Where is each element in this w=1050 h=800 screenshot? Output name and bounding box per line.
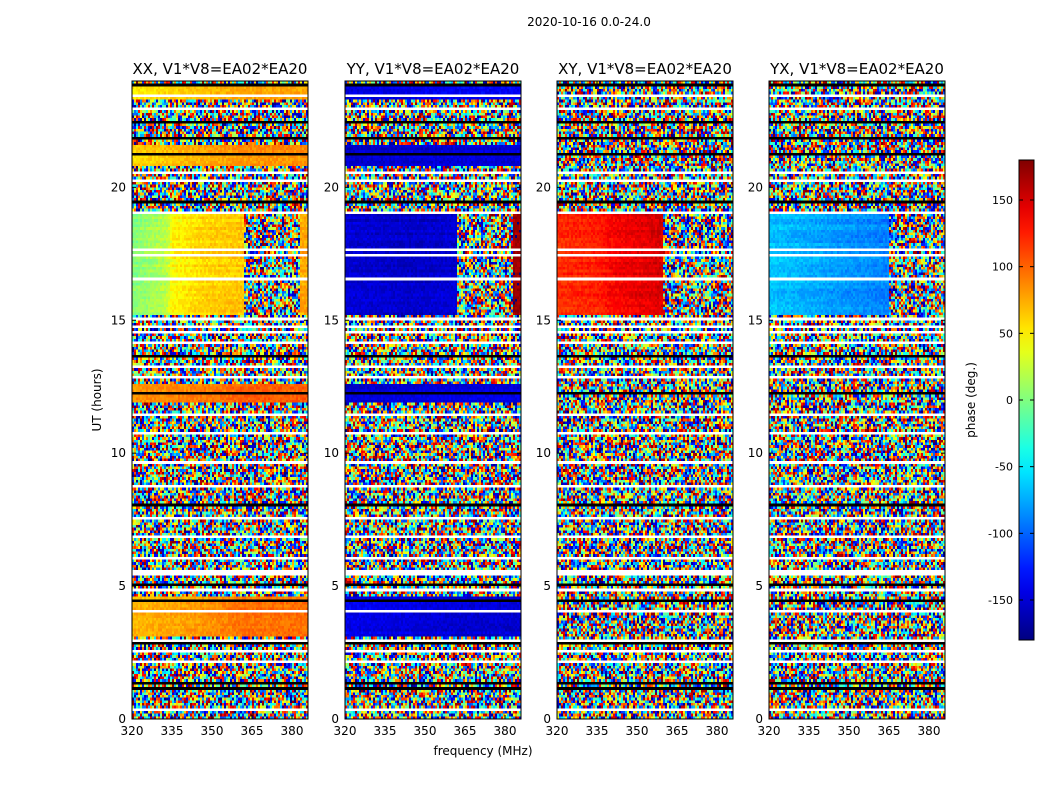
colorbar-tick-label: -150 xyxy=(988,594,1013,607)
panel-title: YX, V1*V8=EA02*EA20 xyxy=(769,60,944,78)
colorbar-tick-label: 150 xyxy=(992,194,1013,207)
y-tick-label: 15 xyxy=(536,313,551,327)
x-tick-label: 335 xyxy=(374,724,397,738)
x-tick-label: 335 xyxy=(586,724,609,738)
colorbar-tick-label: 50 xyxy=(999,327,1013,340)
y-tick-label: 15 xyxy=(748,313,763,327)
phase-heatmap xyxy=(132,81,308,719)
panels: XX, V1*V8=EA02*EA20 320 335 350 365 380 0 5 10 15… xyxy=(111,60,946,738)
phase-heatmap xyxy=(345,81,521,719)
x-tick-label: 320 xyxy=(546,724,569,738)
x-tick-label: 320 xyxy=(121,724,144,738)
y-tick-label: 10 xyxy=(324,446,339,460)
panel-title: XY, V1*V8=EA02*EA20 xyxy=(558,60,732,78)
x-tick-label: 335 xyxy=(161,724,184,738)
y-tick-label: 5 xyxy=(755,579,763,593)
x-tick-label: 365 xyxy=(241,724,264,738)
x-tick-label: 320 xyxy=(758,724,781,738)
figure-suptitle: 2020-10-16 0.0-24.0 xyxy=(527,15,651,29)
x-tick-label: 335 xyxy=(798,724,821,738)
panel-title: YY, V1*V8=EA02*EA20 xyxy=(346,60,520,78)
x-tick-label: 365 xyxy=(454,724,477,738)
x-tick-label: 365 xyxy=(878,724,901,738)
y-tick-label: 5 xyxy=(331,579,339,593)
panel-2: YY, V1*V8=EA02*EA20 320 335 350 365 380 0 5 10 15… xyxy=(324,60,522,738)
panel-3: XY, V1*V8=EA02*EA20 320 335 350 365 380 0 5 10 15… xyxy=(536,60,734,738)
y-tick-label: 15 xyxy=(111,313,126,327)
plot-frame xyxy=(131,80,309,720)
y-tick-label: 20 xyxy=(748,180,763,194)
phase-heatmap xyxy=(557,81,733,719)
x-tick-label: 365 xyxy=(666,724,689,738)
x-tick-label: 380 xyxy=(281,724,304,738)
x-tick-label: 350 xyxy=(201,724,224,738)
colorbar-tick-label: -50 xyxy=(995,461,1013,474)
y-tick-label: 20 xyxy=(536,180,551,194)
colorbar-label: phase (deg.) xyxy=(964,362,978,438)
colorbar-tick-label: -100 xyxy=(988,527,1013,540)
plot-frame xyxy=(768,80,946,720)
x-tick-label: 380 xyxy=(494,724,517,738)
x-tick-label: 380 xyxy=(706,724,729,738)
x-tick-label: 380 xyxy=(918,724,941,738)
x-tick-label: 320 xyxy=(334,724,357,738)
colorbar: 150 100 50 0 -50 -100 -150 phase (deg.) xyxy=(964,159,1035,641)
y-tick-label: 0 xyxy=(543,712,551,726)
y-tick-label: 0 xyxy=(331,712,339,726)
y-tick-label: 20 xyxy=(111,180,126,194)
y-axis-label: UT (hours) xyxy=(90,368,104,431)
colorbar-tick-label: 100 xyxy=(992,261,1013,274)
plot-frame xyxy=(556,80,734,720)
y-tick-label: 10 xyxy=(111,446,126,460)
x-tick-label: 350 xyxy=(838,724,861,738)
panel-title: XX, V1*V8=EA02*EA20 xyxy=(133,60,308,78)
y-tick-label: 5 xyxy=(118,579,126,593)
plot-frame xyxy=(344,80,522,720)
panel-4: YX, V1*V8=EA02*EA20 320 335 350 365 380 0 5 10 15… xyxy=(748,60,946,738)
y-tick-label: 15 xyxy=(324,313,339,327)
y-tick-label: 10 xyxy=(748,446,763,460)
x-axis-label: frequency (MHz) xyxy=(433,744,532,758)
y-tick-label: 0 xyxy=(118,712,126,726)
x-tick-label: 350 xyxy=(414,724,437,738)
y-tick-label: 10 xyxy=(536,446,551,460)
phase-heatmap xyxy=(769,81,945,719)
y-tick-label: 0 xyxy=(755,712,763,726)
x-tick-label: 350 xyxy=(626,724,649,738)
colorbar-tick-label: 0 xyxy=(1006,394,1013,407)
y-tick-label: 20 xyxy=(324,180,339,194)
y-tick-label: 5 xyxy=(543,579,551,593)
panel-1: XX, V1*V8=EA02*EA20 320 335 350 365 380 0 5 10 15… xyxy=(111,60,309,738)
